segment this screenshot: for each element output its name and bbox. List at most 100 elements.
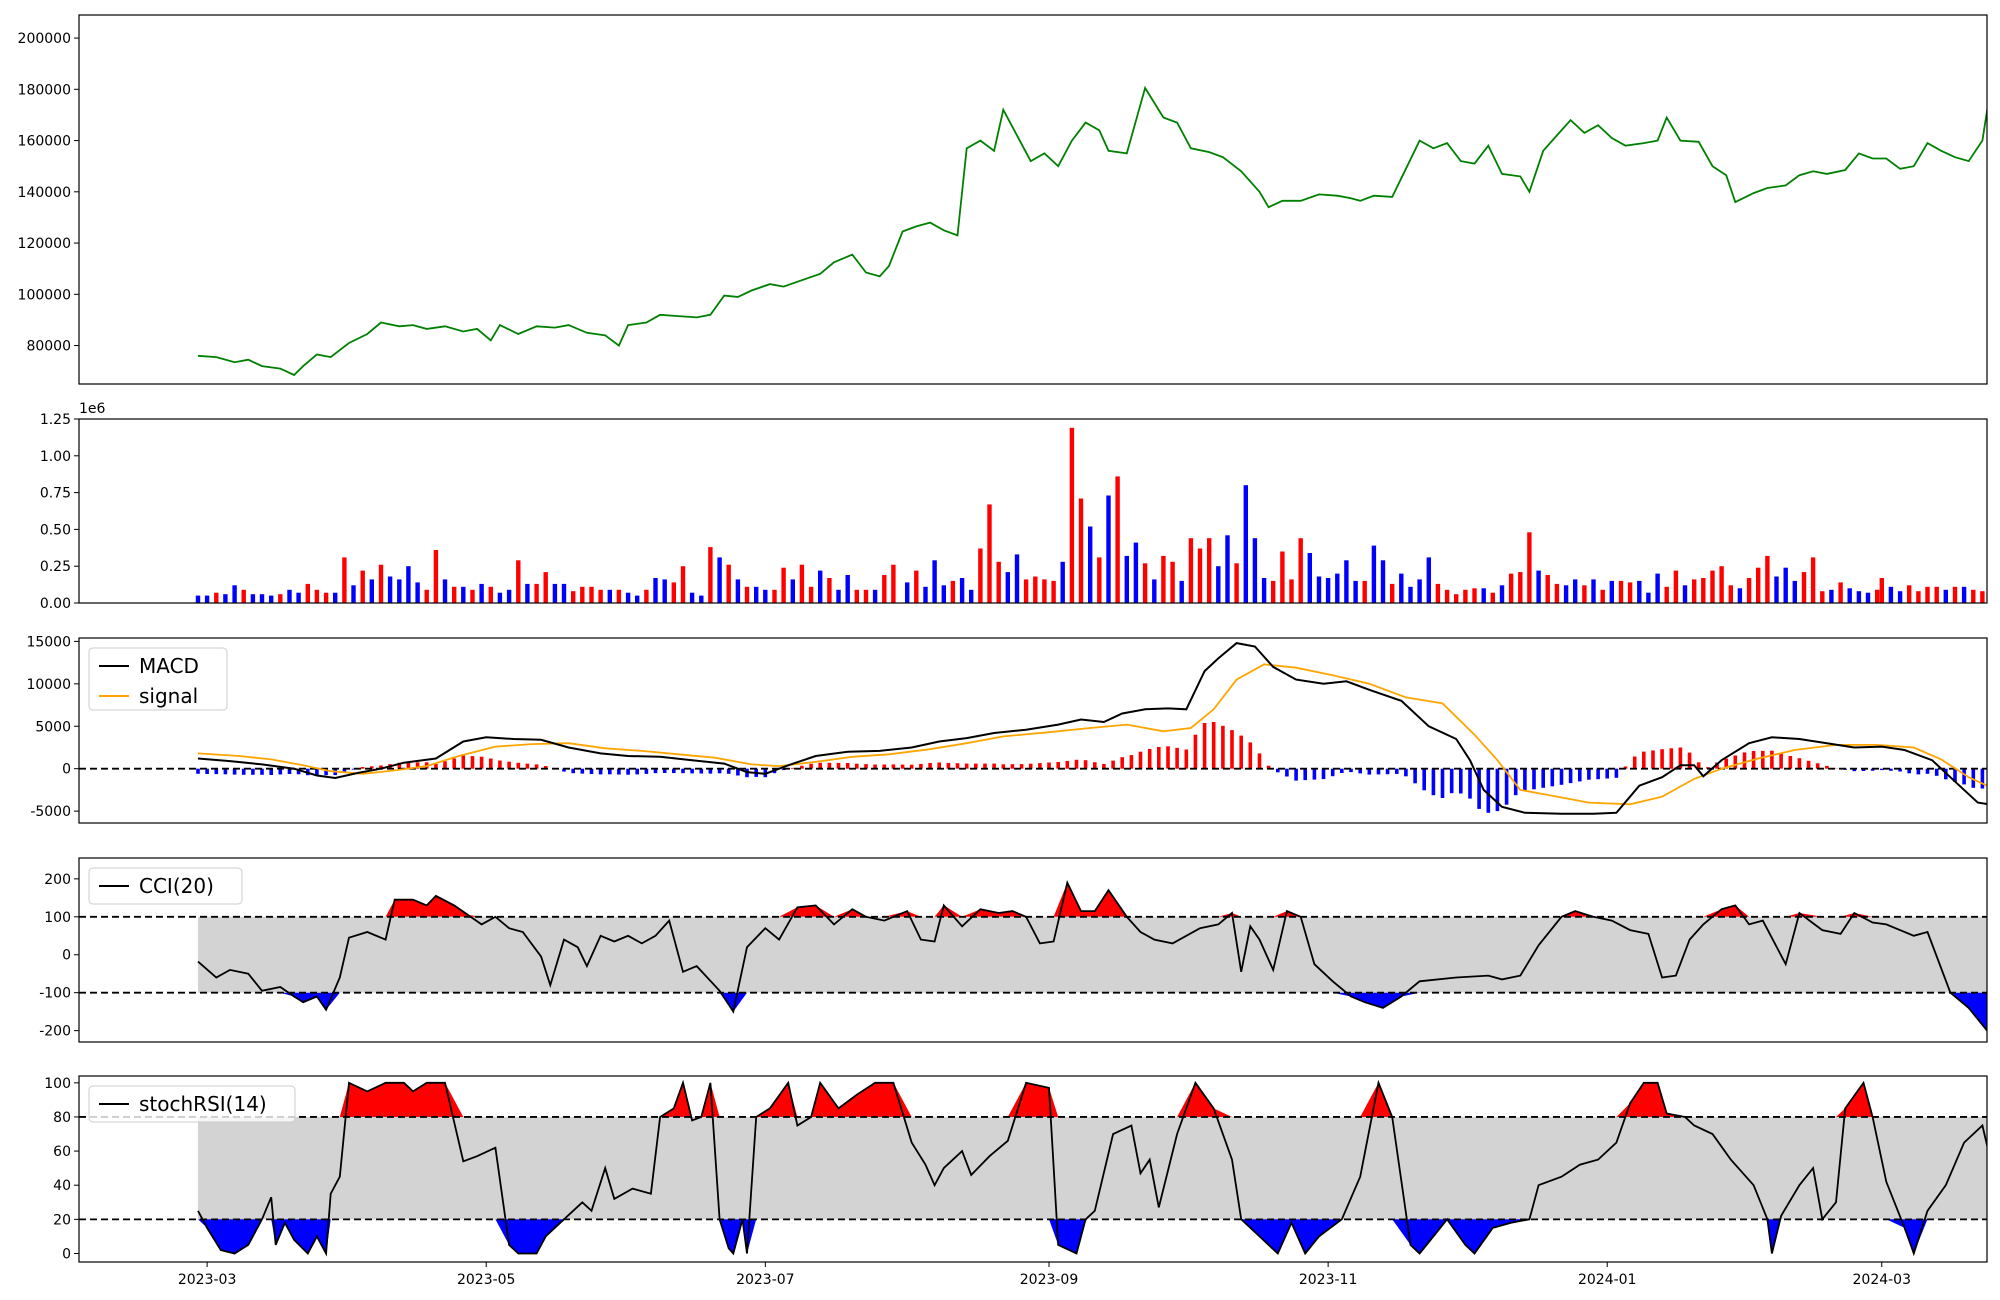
volume-bar (1060, 561, 1065, 603)
y-tick-label: 0 (62, 948, 71, 964)
volume-bar (1463, 589, 1468, 603)
volume-bar (1856, 591, 1862, 603)
volume-bar (1961, 586, 1967, 603)
volume-bar (1792, 580, 1797, 603)
volume-bar (534, 583, 539, 603)
volume-bar (470, 589, 475, 603)
macd-histogram-bar (205, 768, 209, 774)
volume-bar (680, 566, 686, 603)
volume-bar (1847, 588, 1852, 603)
macd-histogram-bar (507, 761, 511, 769)
x-tick-label: 2024-03 (1853, 1272, 1912, 1288)
macd-histogram-bar (974, 763, 978, 769)
x-tick-label: 2023-09 (1020, 1272, 1079, 1288)
stochrsi-overbought-fill (198, 1082, 1987, 1117)
macd-histogram-bar (1266, 765, 1271, 769)
volume-bar (342, 557, 347, 603)
macd-histogram-bar (1541, 768, 1545, 788)
volume-bar (1408, 586, 1413, 603)
volume-bar (863, 589, 869, 603)
y-tick-label: 180000 (18, 82, 71, 98)
macd-line (197, 642, 1987, 815)
volume-bar (1454, 594, 1459, 603)
volume-bar (1124, 555, 1129, 603)
macd-histogram-bar (370, 766, 374, 769)
legend-label: MACD (139, 654, 199, 678)
macd-histogram-bar (1257, 753, 1262, 769)
volume-bar (1261, 578, 1267, 603)
macd-histogram-bar (900, 764, 905, 769)
volume-bar (1280, 551, 1285, 603)
y-tick-label: 20 (53, 1212, 71, 1228)
volume-bar (808, 586, 814, 603)
macd-histogram-bar (1532, 768, 1536, 790)
volume-bar (1810, 557, 1816, 603)
macd-histogram-bar (196, 768, 200, 774)
volume-bar (589, 586, 594, 603)
volume-bar (1829, 589, 1834, 603)
macd-histogram-bar (1678, 747, 1683, 769)
volume-bar (1490, 592, 1495, 603)
volume-bar (1618, 580, 1624, 603)
volume-bar (1033, 576, 1038, 603)
volume-bar (232, 585, 237, 603)
macd-histogram-bar (1788, 756, 1793, 769)
volume-bar (1399, 573, 1404, 603)
macd-histogram-bar (909, 764, 914, 769)
macd-histogram-bar (1687, 752, 1692, 769)
macd-histogram-bar (864, 764, 868, 769)
volume-bar (296, 592, 301, 603)
y-tick-label: 5000 (35, 719, 71, 735)
macd-histogram-bar (1962, 768, 1966, 785)
macd-histogram-bar (571, 768, 575, 774)
y-tick-label: 140000 (18, 185, 71, 201)
volume-bar (1719, 566, 1724, 603)
volume-bar (1774, 576, 1779, 603)
macd-histogram-bar (296, 768, 301, 775)
macd-histogram-bar (1065, 760, 1070, 769)
volume-bar (644, 589, 649, 603)
volume-bar (1472, 588, 1477, 603)
volume-bar (479, 583, 484, 603)
macd-histogram-bar (726, 768, 731, 774)
volume-bar (932, 560, 937, 603)
volume-bar (854, 589, 859, 603)
macd-histogram-bar (1166, 746, 1170, 769)
macd-histogram-bar (653, 768, 658, 774)
macd-histogram-bar (617, 768, 621, 775)
volume-bar (836, 589, 841, 603)
x-tick-label: 2023-05 (457, 1272, 516, 1288)
macd-histogram-bar (672, 768, 676, 774)
volume-bar (708, 547, 713, 603)
macd-histogram-bar (873, 764, 877, 769)
volume-bar (1952, 586, 1958, 603)
macd-axes-frame (78, 637, 1988, 824)
y-tick-label: 0.75 (40, 486, 71, 502)
cci-legend-box (88, 867, 243, 905)
macd-histogram-bar (269, 768, 273, 775)
macd-histogram-bar (241, 768, 246, 775)
volume-bar (754, 586, 759, 603)
macd-histogram-bar (342, 768, 347, 773)
macd-histogram-bar (1934, 768, 1939, 776)
volume-bar (699, 595, 704, 603)
volume-bar (1801, 572, 1807, 603)
macd-histogram-bar (1889, 768, 1893, 771)
volume-bar (671, 582, 676, 603)
macd-histogram-bar (1550, 768, 1555, 787)
volume-bar (204, 595, 210, 603)
volume-bar (387, 576, 393, 603)
macd-histogram-bar (1578, 768, 1582, 782)
macd-histogram-bar (946, 762, 951, 769)
macd-histogram-bar (1925, 768, 1930, 774)
volume-bar (452, 586, 457, 603)
y-tick-label: -100 (39, 986, 71, 1002)
macd-histogram-bar (223, 768, 228, 775)
volume-bar (1417, 579, 1422, 603)
cci-plot-area (79, 880, 1987, 1033)
macd-histogram-bar (1596, 768, 1600, 780)
volume-bar (278, 594, 283, 603)
volume-bar (1499, 585, 1505, 603)
volume-bar (323, 592, 329, 603)
